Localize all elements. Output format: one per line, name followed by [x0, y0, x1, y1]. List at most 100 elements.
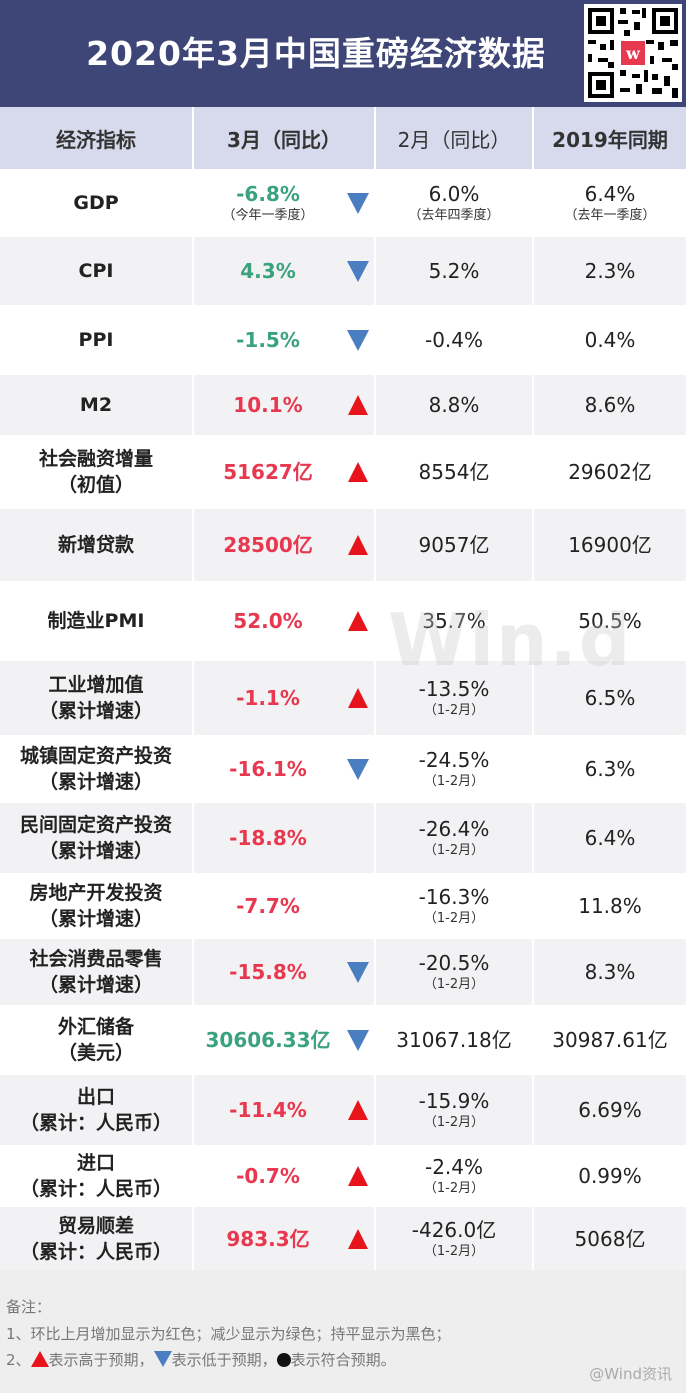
february-value-cell: 9057亿: [376, 509, 532, 581]
march-value: -7.7%: [236, 894, 300, 918]
table-row: 进口 （累计：人民币） -0.7% -2.4% （1-2月） 0.99%: [0, 1145, 686, 1207]
table-row: 新增贷款 28500亿 9057亿 16900亿: [0, 509, 686, 581]
march-value: 51627亿: [223, 460, 313, 484]
february-value: -0.4%: [424, 328, 484, 352]
down-triangle-icon: [347, 961, 369, 983]
february-note: （1-2月）: [423, 703, 485, 718]
march-value-cell: -6.8% （今年一季度）: [194, 169, 342, 237]
march-value: 28500亿: [223, 533, 313, 557]
prior-year-value-cell: 0.4%: [534, 305, 686, 375]
indicator-name: 房地产开发投资: [29, 882, 163, 904]
prior-year-value: 8.3%: [584, 960, 636, 984]
february-value: -426.0亿: [411, 1217, 497, 1242]
february-value: 8554亿: [418, 460, 490, 484]
february-value: 9057亿: [418, 533, 490, 557]
table-row: PPI -1.5% -0.4% 0.4%: [0, 305, 686, 375]
indicator-subtitle: （累计：人民币）: [19, 1178, 172, 1200]
expectation-cell: [342, 1075, 374, 1145]
column-header-march: 3月（同比）: [194, 107, 374, 169]
wind-watermark: Win.d: [388, 598, 633, 682]
indicator-name: 城镇固定资产投资: [19, 745, 172, 767]
column-divider: [374, 107, 376, 1270]
february-note: （1-2月）: [423, 774, 485, 789]
indicator-name: 制造业PMI: [47, 610, 145, 632]
february-value-cell: 35.7%: [376, 581, 532, 661]
march-value: 983.3亿: [226, 1226, 310, 1251]
march-value: 52.0%: [233, 609, 303, 633]
february-value-cell: -426.0亿 （1-2月）: [376, 1207, 532, 1270]
february-value: 8.8%: [428, 393, 480, 417]
indicator-name: 社会融资增量: [38, 448, 153, 470]
table-row: 社会消费品零售 （累计增速） -15.8% -20.5% （1-2月） 8.3%: [0, 939, 686, 1005]
prior-year-value-cell: 8.6%: [534, 375, 686, 435]
weibo-credit: @Wind资讯: [589, 1365, 672, 1383]
prior-year-value-cell: 30987.61亿: [534, 1005, 686, 1075]
table-row: 出口 （累计：人民币） -11.4% -15.9% （1-2月） 6.69%: [0, 1075, 686, 1145]
down-triangle-icon: [347, 260, 369, 282]
march-value: 4.3%: [240, 259, 296, 283]
note-line-1: 1、环比上月增加显示为红色；减少显示为绿色；持平显示为黑色；: [6, 1325, 451, 1343]
february-value-cell: -24.5% （1-2月）: [376, 735, 532, 803]
prior-year-value-cell: 16900亿: [534, 509, 686, 581]
up-triangle-icon: [348, 1228, 368, 1249]
expectation-cell: [342, 803, 374, 873]
black-dot-icon: [276, 1353, 291, 1367]
indicator-subtitle: （初值）: [57, 474, 134, 496]
prior-year-value: 0.4%: [584, 328, 636, 352]
march-value: -0.7%: [236, 1164, 300, 1188]
prior-year-value: 8.6%: [584, 393, 636, 417]
indicator-name: 新增贷款: [57, 534, 134, 556]
indicator-cell: 新增贷款: [0, 509, 192, 581]
march-value: 10.1%: [233, 393, 303, 417]
indicator-name: M2: [79, 394, 113, 416]
prior-year-value: 6.4%: [584, 182, 636, 206]
notes-heading: 备注：: [6, 1298, 52, 1316]
february-note: （1-2月）: [423, 1115, 485, 1130]
february-value: -16.3%: [418, 885, 490, 909]
expectation-cell: [342, 509, 374, 581]
march-value-cell: -7.7%: [194, 873, 342, 939]
prior-year-value-cell: 6.5%: [534, 661, 686, 735]
column-divider: [192, 107, 194, 1270]
march-value: -18.8%: [229, 826, 307, 850]
february-value: -13.5%: [418, 677, 490, 701]
indicator-cell: 社会融资增量 （初值）: [0, 435, 192, 509]
february-value: -26.4%: [418, 817, 490, 841]
indicator-name: 工业增加值: [48, 674, 144, 696]
prior-year-note: （去年一季度）: [564, 208, 656, 223]
february-value-cell: -26.4% （1-2月）: [376, 803, 532, 873]
note-line-2: 2、 表示高于预期， 表示低于预期， 表示符合预期。: [6, 1349, 396, 1370]
prior-year-value: 6.3%: [584, 757, 636, 781]
february-value: 35.7%: [422, 609, 486, 633]
expectation-cell: [342, 661, 374, 735]
march-value-cell: -0.7%: [194, 1145, 342, 1207]
up-triangle-icon: [348, 535, 368, 555]
indicator-cell: 进口 （累计：人民币）: [0, 1145, 192, 1207]
indicator-subtitle: （累计增速）: [38, 840, 153, 862]
up-triangle-icon: [348, 611, 368, 631]
indicator-name: GDP: [73, 192, 119, 214]
february-value: 6.0%: [428, 182, 480, 206]
prior-year-value: 2.3%: [584, 259, 636, 283]
column-header-2019: 2019年同期: [534, 107, 686, 169]
expectation-cell: [342, 1207, 374, 1270]
march-value: 30606.33亿: [205, 1028, 331, 1052]
february-value: -15.9%: [418, 1089, 490, 1113]
down-triangle-icon: [347, 329, 369, 351]
february-value-cell: -13.5% （1-2月）: [376, 661, 532, 735]
indicator-cell: PPI: [0, 305, 192, 375]
expectation-cell: [342, 435, 374, 509]
note-legend-dot-text: 表示符合预期。: [290, 1351, 396, 1369]
indicator-cell: 房地产开发投资 （累计增速）: [0, 873, 192, 939]
february-value-cell: 8554亿: [376, 435, 532, 509]
indicator-subtitle: （累计增速）: [38, 908, 153, 930]
february-value-cell: 31067.18亿: [376, 1005, 532, 1075]
february-value: -24.5%: [418, 748, 490, 772]
march-value-cell: 28500亿: [194, 509, 342, 581]
february-value-cell: 5.2%: [376, 237, 532, 305]
expectation-cell: [342, 939, 374, 1005]
table-row: 城镇固定资产投资 （累计增速） -16.1% -24.5% （1-2月） 6.3%: [0, 735, 686, 803]
indicator-subtitle: （累计：人民币）: [19, 1112, 172, 1134]
february-value: 31067.18亿: [396, 1028, 512, 1052]
note-legend-up-text: 表示高于预期，: [48, 1351, 154, 1369]
